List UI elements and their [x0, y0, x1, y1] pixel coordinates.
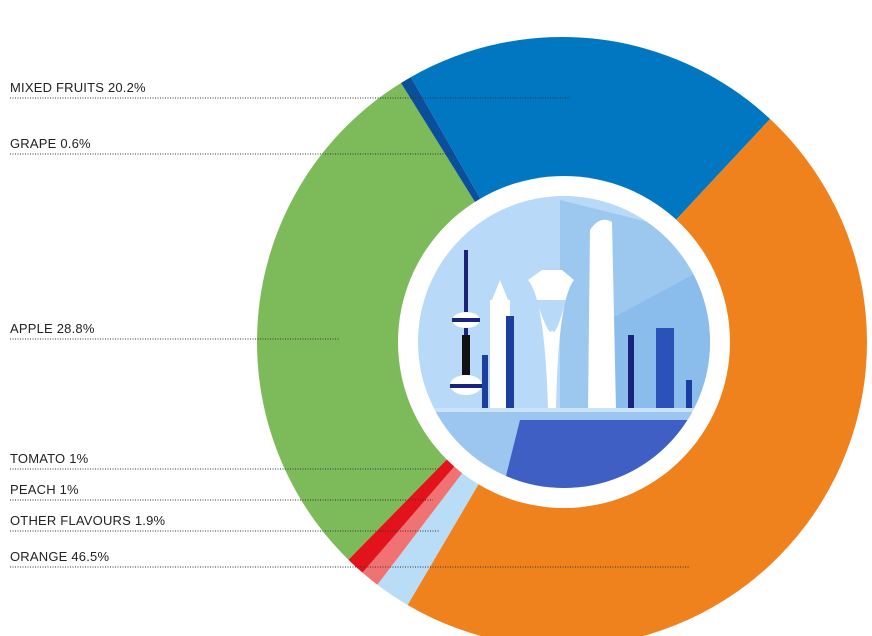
slice-label: PEACH 1% [10, 482, 79, 497]
value-label: 0.6% [60, 136, 91, 151]
category-name: ORANGE [10, 549, 68, 564]
slice-label: APPLE 28.8% [10, 321, 95, 336]
value-label: 1.9% [135, 513, 166, 528]
category-name: APPLE [10, 321, 53, 336]
slice-label: GRAPE 0.6% [10, 136, 91, 151]
value-label: 28.8% [57, 321, 95, 336]
slice-label: MIXED FRUITS 20.2% [10, 80, 146, 95]
category-name: TOMATO [10, 451, 65, 466]
slice-label: ORANGE 46.5% [10, 549, 109, 564]
category-name: OTHER FLAVOURS [10, 513, 131, 528]
slice-label: TOMATO 1% [10, 451, 89, 466]
value-label: 20.2% [108, 80, 146, 95]
labels: MIXED FRUITS 20.2% ORANGE 46.5% OTHER FLAV… [10, 80, 690, 568]
value-label: 46.5% [71, 549, 109, 564]
category-name: MIXED FRUITS [10, 80, 104, 95]
value-label: 1% [60, 482, 79, 497]
city-illustration [418, 196, 710, 488]
category-name: PEACH [10, 482, 56, 497]
slice-label: OTHER FLAVOURS 1.9% [10, 513, 166, 528]
value-label: 1% [69, 451, 88, 466]
category-name: GRAPE [10, 136, 57, 151]
